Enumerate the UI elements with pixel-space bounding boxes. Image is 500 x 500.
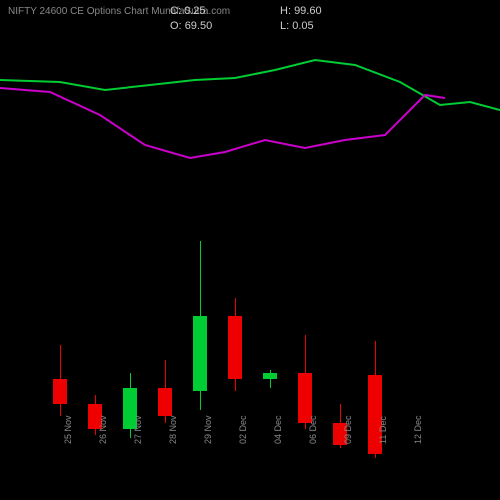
x-axis-label: 25 Nov — [63, 415, 73, 444]
x-axis-label: 28 Nov — [168, 415, 178, 444]
x-axis-label: 27 Nov — [133, 415, 143, 444]
high-value: H: 99.60 — [280, 4, 390, 19]
x-axis-label: 26 Nov — [98, 415, 108, 444]
line-series-magenta — [0, 88, 445, 158]
candle-body — [53, 379, 67, 404]
candle-body — [193, 316, 207, 391]
x-axis-label: 02 Dec — [238, 415, 248, 444]
chart-area: 25 Nov 26 Nov 27 Nov 28 Nov 29 Nov 02 Dec 04 D… — [0, 40, 500, 460]
x-axis-label: 09 Dec — [343, 415, 353, 444]
candle-body — [263, 373, 277, 379]
x-axis-label: 11 Dec — [378, 416, 388, 444]
low-value: L: 0.05 — [280, 19, 390, 34]
open-value: O: 69.50 — [170, 19, 280, 34]
x-axis-label: 06 Dec — [308, 415, 318, 444]
x-axis: 25 Nov26 Nov27 Nov28 Nov29 Nov02 Dec04 D… — [0, 420, 500, 460]
candle-body — [158, 388, 172, 417]
x-axis-label: 04 Dec — [273, 415, 283, 444]
ohlc-readout: C: 0.25 H: 99.60 O: 69.50 L: 0.05 — [170, 4, 390, 34]
x-axis-label: 29 Nov — [203, 415, 213, 444]
x-axis-label: 12 Dec — [413, 415, 423, 444]
close-value: C: 0.25 — [170, 4, 280, 19]
lines-panel — [0, 40, 500, 230]
candle-body — [228, 316, 242, 379]
